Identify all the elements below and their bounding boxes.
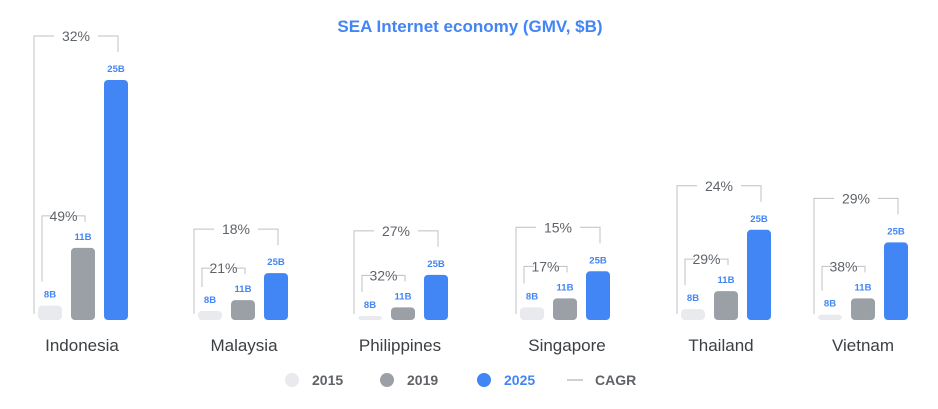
bar-value-label: 11B <box>557 282 574 293</box>
cagr-bracket-outer-right <box>741 185 762 202</box>
cagr-bracket-left <box>821 265 832 291</box>
cagr-bracket-right <box>557 265 568 273</box>
bar-malaysia-2025 <box>264 273 288 320</box>
cagr-bracket-right <box>718 258 729 266</box>
bar-value-label: 11B <box>855 282 872 293</box>
cagr-bracket-outer-right <box>258 228 279 246</box>
bar-singapore-2019 <box>553 298 577 320</box>
bar-value-label: 8B <box>204 295 216 306</box>
cagr-label-2015-2019: 49% <box>49 208 77 224</box>
bar-value-label: 25B <box>267 257 285 268</box>
cagr-bracket-outer-right <box>580 226 601 244</box>
bar-value-label: 11B <box>75 232 92 243</box>
cagr-label-2015-2019: 29% <box>692 251 720 267</box>
cagr-bracket-right <box>395 274 406 282</box>
cagr-bracket-outer-left <box>676 185 697 314</box>
cagr-label-2015-2025: 29% <box>842 190 870 206</box>
bar-indonesia-2015 <box>38 305 62 320</box>
cagr-label-2015-2025: 24% <box>705 178 733 194</box>
bar-singapore-2025 <box>586 271 610 320</box>
cagr-bracket-left <box>523 265 534 284</box>
cagr-bracket-right <box>855 265 866 273</box>
cagr-label-2015-2019: 17% <box>531 258 559 274</box>
bar-value-label: 8B <box>526 291 538 302</box>
bar-philippines-2015 <box>358 316 382 320</box>
cagr-bracket-left <box>684 258 695 286</box>
bar-value-label: 25B <box>589 255 607 266</box>
category-label-malaysia: Malaysia <box>210 336 278 355</box>
bar-vietnam-2015 <box>818 314 842 320</box>
bar-philippines-2019 <box>391 307 415 320</box>
chart-title: SEA Internet economy (GMV, $B) <box>337 17 602 36</box>
cagr-label-2015-2019: 38% <box>829 258 857 274</box>
plot-area: 8B 11B 25B 49% 32% Indonesia 8B 11B 25B 21% 18% Mal… <box>33 28 908 355</box>
bar-value-label: 25B <box>750 214 768 225</box>
cagr-bracket-outer-left <box>813 197 834 314</box>
category-label-philippines: Philippines <box>359 336 441 355</box>
cagr-label-2015-2019: 21% <box>209 260 237 276</box>
cagr-bracket-outer-left <box>515 226 536 314</box>
bar-value-label: 25B <box>427 259 445 270</box>
cagr-bracket-outer-left <box>353 230 374 314</box>
bar-indonesia-2019 <box>71 247 95 320</box>
legend-label-cagr: CAGR <box>595 372 636 388</box>
bar-thailand-2015 <box>681 309 705 320</box>
legend-label-2015: 2015 <box>312 372 343 388</box>
bar-value-label: 8B <box>824 299 836 310</box>
bar-singapore-2015 <box>520 307 544 320</box>
cagr-label-2015-2025: 27% <box>382 223 410 239</box>
cagr-bracket-outer-left <box>33 35 54 314</box>
cagr-label-2015-2025: 32% <box>62 28 90 44</box>
bar-thailand-2025 <box>747 229 771 320</box>
bar-value-label: 25B <box>107 64 125 75</box>
bar-value-label: 11B <box>235 284 252 295</box>
legend-marker-2019 <box>380 373 394 387</box>
bar-vietnam-2019 <box>851 298 875 320</box>
cagr-label-2015-2025: 15% <box>544 219 572 235</box>
category-label-vietnam: Vietnam <box>832 336 894 355</box>
bar-value-label: 11B <box>395 291 412 302</box>
bar-value-label: 8B <box>364 300 376 311</box>
cagr-bracket-outer-right <box>878 197 899 215</box>
category-label-singapore: Singapore <box>528 336 606 355</box>
legend-label-2025: 2025 <box>504 372 535 388</box>
cagr-bracket-left <box>201 267 212 287</box>
cagr-bracket-outer-right <box>98 35 119 52</box>
cagr-bracket-outer-left <box>193 228 214 314</box>
category-label-indonesia: Indonesia <box>45 336 119 355</box>
legend-marker-2025 <box>477 373 491 387</box>
bar-value-label: 25B <box>887 226 905 237</box>
cagr-bracket-right <box>235 267 246 275</box>
legend-marker-2015 <box>285 373 299 387</box>
cagr-label-2015-2019: 32% <box>369 267 397 283</box>
legend-label-2019: 2019 <box>407 372 438 388</box>
bar-thailand-2019 <box>714 291 738 320</box>
legend: 2015 2019 2025 CAGR <box>285 372 636 388</box>
cagr-bracket-right <box>75 215 86 222</box>
bar-value-label: 8B <box>44 290 56 301</box>
cagr-bracket-left <box>361 274 372 292</box>
bar-philippines-2025 <box>424 274 448 320</box>
cagr-bracket-left <box>41 215 52 282</box>
bar-malaysia-2015 <box>198 310 222 320</box>
bar-value-label: 8B <box>687 293 699 304</box>
bar-malaysia-2019 <box>231 300 255 320</box>
category-label-thailand: Thailand <box>688 336 753 355</box>
cagr-bracket-outer-right <box>418 230 439 247</box>
bar-value-label: 11B <box>718 275 735 286</box>
bar-vietnam-2025 <box>884 242 908 320</box>
bar-indonesia-2025 <box>104 80 128 320</box>
cagr-label-2015-2025: 18% <box>222 221 250 237</box>
